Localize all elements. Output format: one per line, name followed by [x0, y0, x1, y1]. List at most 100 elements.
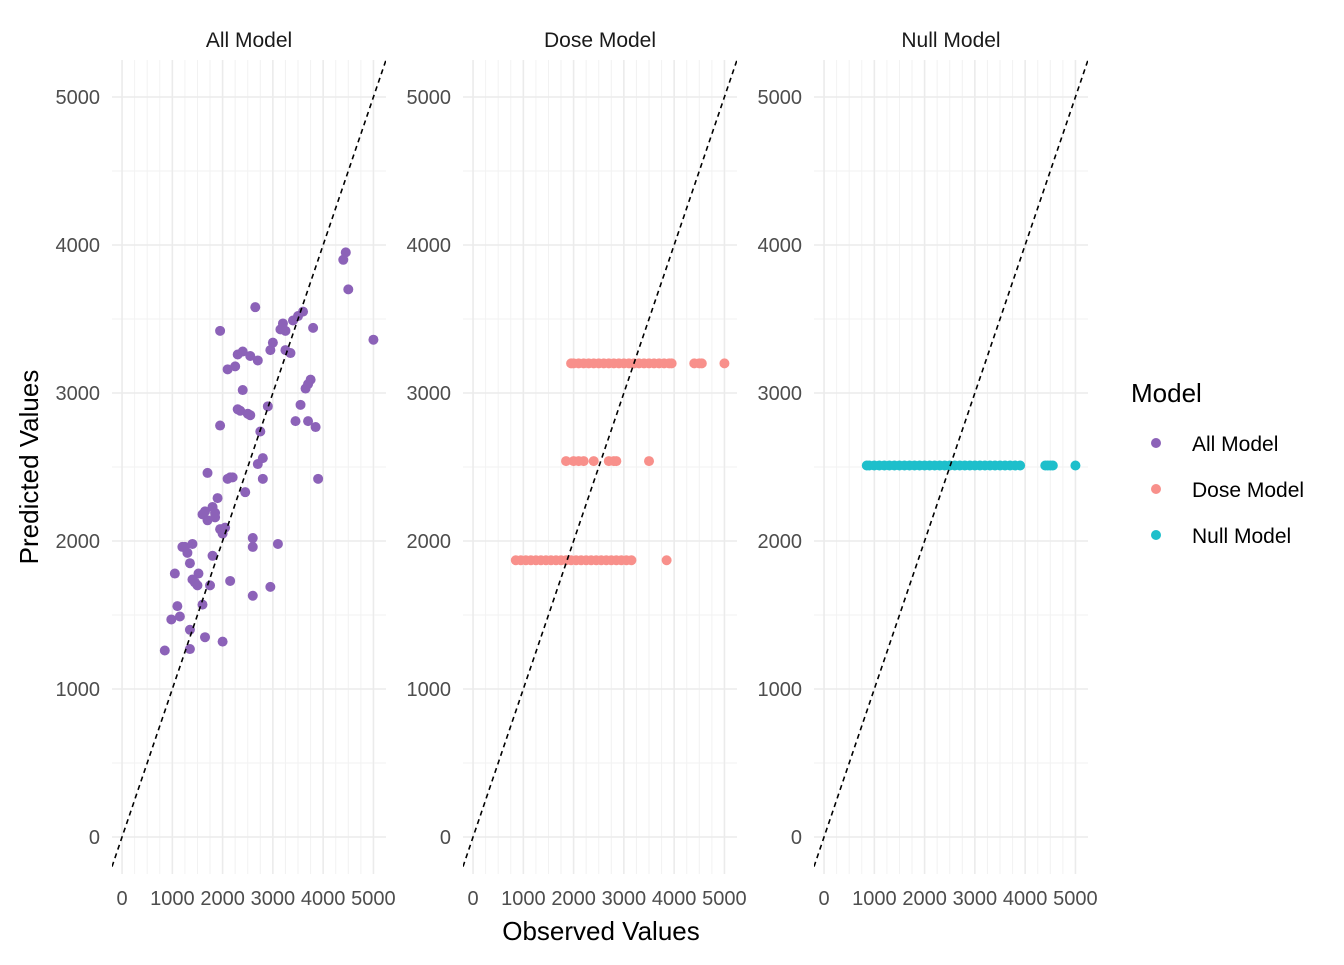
- data-point: [237, 385, 248, 396]
- data-point: [247, 533, 258, 544]
- data-point: [187, 538, 198, 549]
- x-tick-label: 2000: [902, 888, 947, 910]
- data-point: [200, 506, 211, 517]
- legend-item: Null Model: [1151, 525, 1291, 548]
- x-tick-label: 0: [818, 888, 829, 910]
- x-tick-label: 2000: [200, 888, 245, 910]
- data-point: [227, 472, 238, 483]
- y-tick-label: 1000: [56, 679, 101, 701]
- y-axis-title: Predicted Values: [14, 370, 44, 565]
- data-point: [262, 401, 273, 412]
- x-tick-label: 0: [467, 888, 478, 910]
- y-tick-label: 4000: [56, 235, 101, 257]
- data-point: [166, 614, 177, 625]
- data-point: [159, 645, 170, 656]
- y-tick-label: 5000: [56, 87, 101, 109]
- data-point: [1015, 460, 1026, 471]
- data-point: [257, 473, 268, 484]
- x-tick-label: 1000: [150, 888, 195, 910]
- legend: Model All Model Dose Model Null Model: [1131, 378, 1304, 548]
- legend-label: All Model: [1192, 433, 1278, 456]
- data-point: [295, 399, 306, 410]
- x-tick-label: 3000: [602, 888, 647, 910]
- legend-entries: All Model Dose Model Null Model: [1151, 433, 1304, 548]
- data-point: [200, 632, 211, 643]
- data-point: [169, 568, 180, 579]
- x-tick-label: 4000: [301, 888, 346, 910]
- y-tick-label: 1000: [407, 679, 452, 701]
- panel-title: Null Model: [901, 29, 1000, 52]
- data-point: [250, 302, 261, 313]
- data-point: [184, 644, 195, 655]
- panel-title: All Model: [206, 29, 292, 52]
- x-tick-label: 3000: [953, 888, 998, 910]
- data-point: [611, 456, 622, 467]
- data-point: [240, 487, 251, 498]
- data-point: [172, 601, 183, 612]
- y-tick-label: 2000: [56, 531, 101, 553]
- data-point: [280, 325, 291, 336]
- data-point: [174, 611, 185, 622]
- data-point: [202, 515, 213, 526]
- y-tick-label: 0: [440, 827, 451, 849]
- data-point: [192, 580, 203, 591]
- data-point: [561, 456, 572, 467]
- y-tick-label: 3000: [56, 383, 101, 405]
- x-tick-label: 1000: [852, 888, 897, 910]
- legend-item: Dose Model: [1151, 479, 1304, 502]
- data-point: [666, 358, 677, 369]
- data-point: [343, 284, 354, 295]
- data-point: [313, 473, 324, 484]
- y-tick-label: 3000: [758, 383, 803, 405]
- reference-line: [814, 60, 1088, 867]
- legend-label: Dose Model: [1192, 479, 1304, 502]
- x-tick-label: 5000: [1053, 888, 1098, 910]
- data-point: [644, 456, 655, 467]
- y-tick-label: 0: [89, 827, 100, 849]
- x-tick-label: 5000: [702, 888, 747, 910]
- data-point: [215, 325, 226, 336]
- data-point: [202, 467, 213, 478]
- y-tick-label: 3000: [407, 383, 452, 405]
- data-point: [588, 456, 599, 467]
- points-group: [159, 247, 379, 656]
- data-point: [305, 374, 316, 385]
- data-point: [235, 405, 246, 416]
- data-point: [308, 322, 319, 333]
- reference-line: [112, 60, 386, 867]
- points-group: [510, 358, 730, 566]
- y-tick-label: 5000: [407, 87, 452, 109]
- legend-key: [1151, 484, 1161, 494]
- data-point: [1047, 460, 1058, 471]
- data-point: [182, 547, 193, 558]
- data-point: [184, 558, 195, 569]
- data-point: [340, 247, 351, 258]
- data-point: [252, 355, 263, 366]
- legend-title: Model: [1131, 378, 1202, 408]
- x-tick-label: 4000: [1003, 888, 1048, 910]
- data-point: [578, 456, 589, 467]
- data-point: [245, 410, 256, 421]
- data-point: [272, 538, 283, 549]
- data-point: [245, 351, 256, 361]
- x-tick-label: 2000: [551, 888, 596, 910]
- x-axis-title: Observed Values: [502, 916, 700, 946]
- x-tick-label: 3000: [251, 888, 296, 910]
- data-point: [237, 346, 248, 357]
- data-point: [217, 636, 228, 647]
- y-tick-label: 0: [791, 827, 802, 849]
- data-point: [626, 555, 637, 566]
- panel-title: Dose Model: [544, 29, 656, 52]
- data-point: [661, 555, 672, 566]
- legend-key: [1151, 438, 1161, 448]
- data-point: [310, 422, 321, 433]
- reference-line: [463, 60, 737, 867]
- data-point: [207, 550, 218, 561]
- data-point: [265, 581, 276, 592]
